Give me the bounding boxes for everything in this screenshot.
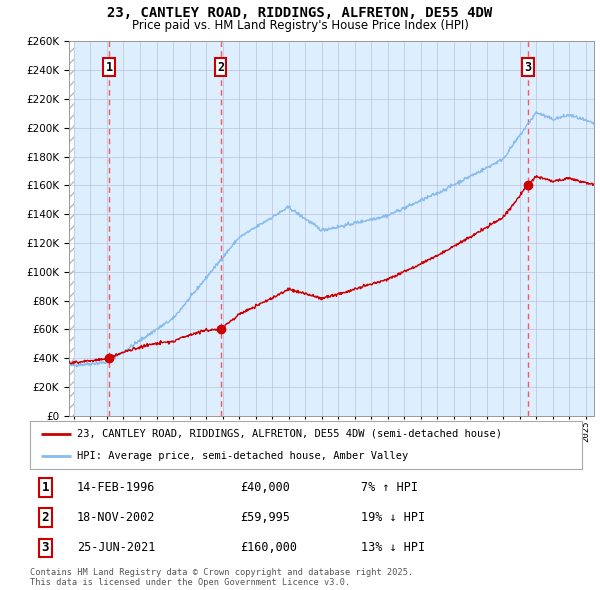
Text: 13% ↓ HPI: 13% ↓ HPI (361, 542, 425, 555)
Text: 3: 3 (524, 61, 531, 74)
Text: 23, CANTLEY ROAD, RIDDINGS, ALFRETON, DE55 4DW (semi-detached house): 23, CANTLEY ROAD, RIDDINGS, ALFRETON, DE… (77, 429, 502, 439)
Text: 23, CANTLEY ROAD, RIDDINGS, ALFRETON, DE55 4DW: 23, CANTLEY ROAD, RIDDINGS, ALFRETON, DE… (107, 6, 493, 20)
Text: Contains HM Land Registry data © Crown copyright and database right 2025.
This d: Contains HM Land Registry data © Crown c… (30, 568, 413, 587)
Text: HPI: Average price, semi-detached house, Amber Valley: HPI: Average price, semi-detached house,… (77, 451, 408, 461)
Text: 18-NOV-2002: 18-NOV-2002 (77, 511, 155, 525)
Text: 14-FEB-1996: 14-FEB-1996 (77, 481, 155, 494)
Text: 7% ↑ HPI: 7% ↑ HPI (361, 481, 418, 494)
Text: 1: 1 (42, 481, 49, 494)
Text: 1: 1 (106, 61, 113, 74)
Text: 2: 2 (42, 511, 49, 525)
Bar (69, 41, 74, 416)
Text: Price paid vs. HM Land Registry's House Price Index (HPI): Price paid vs. HM Land Registry's House … (131, 19, 469, 32)
Text: 25-JUN-2021: 25-JUN-2021 (77, 542, 155, 555)
Text: £160,000: £160,000 (240, 542, 297, 555)
Text: 3: 3 (42, 542, 49, 555)
Text: 19% ↓ HPI: 19% ↓ HPI (361, 511, 425, 525)
Text: £59,995: £59,995 (240, 511, 290, 525)
Text: 2: 2 (217, 61, 224, 74)
Text: £40,000: £40,000 (240, 481, 290, 494)
